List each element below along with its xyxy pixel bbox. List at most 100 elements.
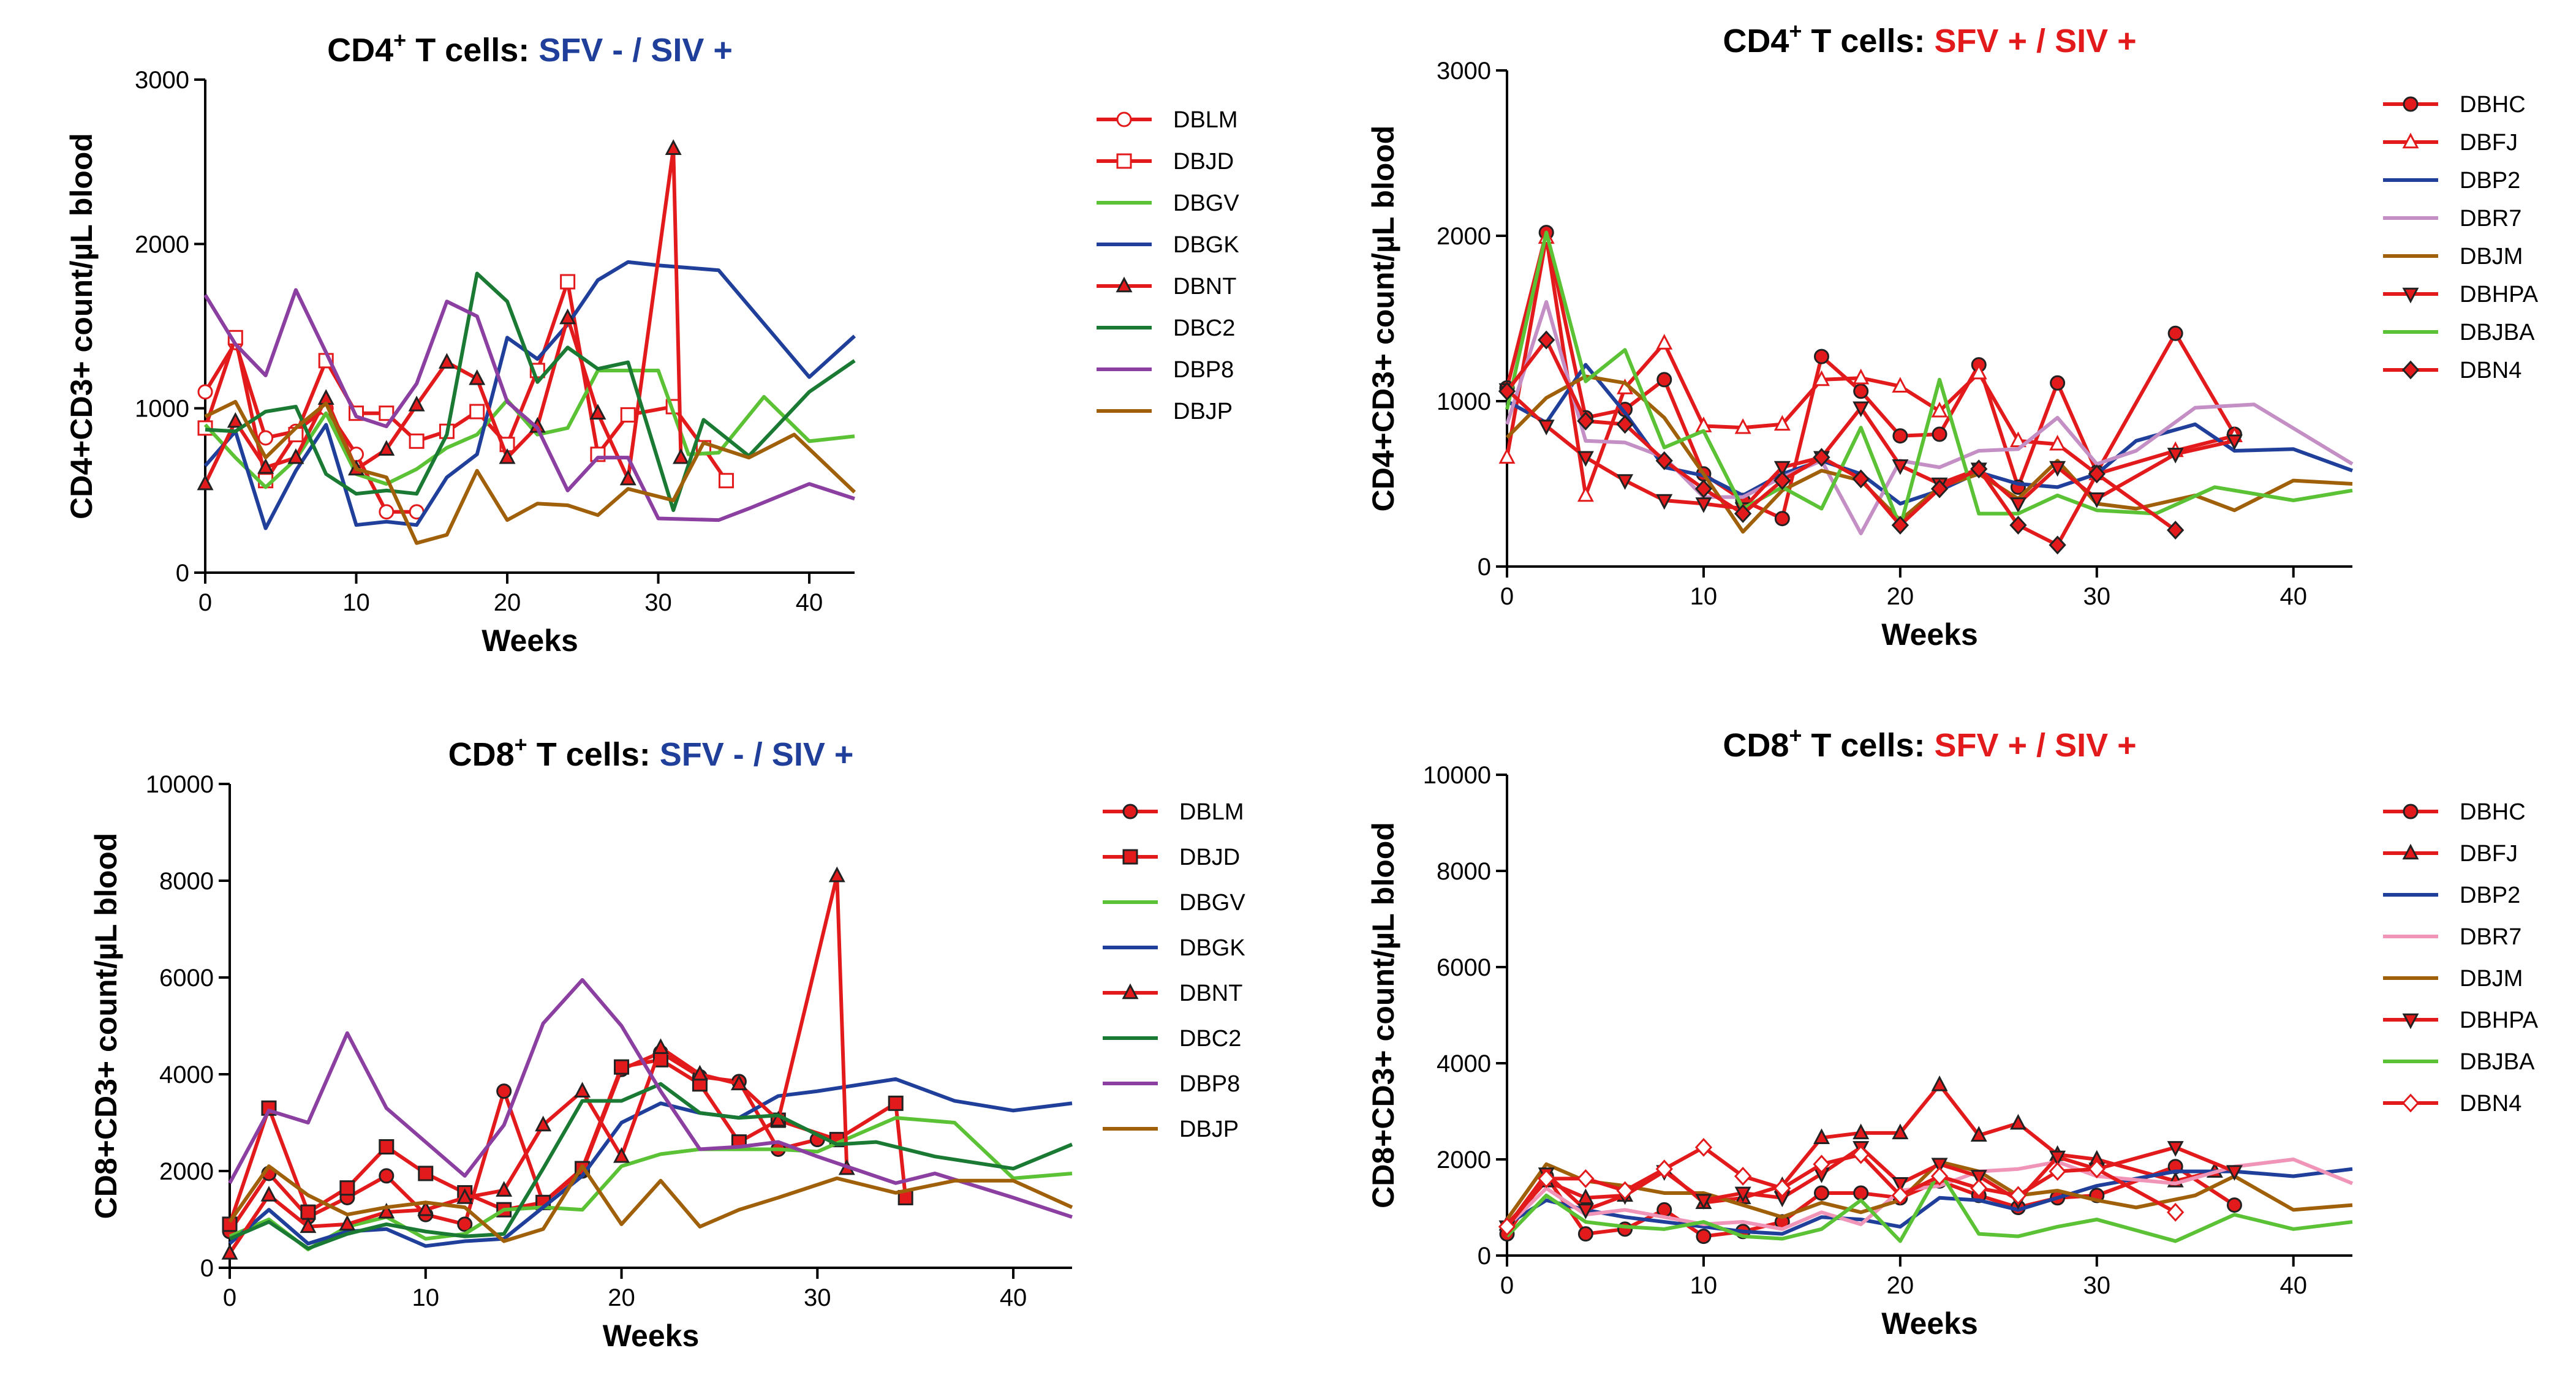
data-point-dbhc bbox=[1774, 511, 1790, 527]
data-point-dbnt bbox=[456, 1188, 474, 1204]
legend-label: DBGK bbox=[1179, 935, 1245, 961]
series-line-dbjp bbox=[228, 1164, 1073, 1243]
title-middle: T cells: bbox=[527, 736, 660, 773]
data-point-dbhpa bbox=[2167, 1141, 2184, 1157]
legend-label: DBJM bbox=[2460, 966, 2523, 992]
y-tick-label: 4000 bbox=[159, 1061, 214, 1088]
legend-item-dbhc: DBHC bbox=[2383, 92, 2526, 118]
legend-label: DBHC bbox=[2460, 799, 2526, 825]
data-point-dbnt bbox=[499, 448, 516, 464]
data-point-dbfj bbox=[1970, 1126, 1987, 1142]
y-axis-label: CD8+CD3+ count/µL blood bbox=[1366, 822, 1400, 1208]
legend-item-dbn4: DBN4 bbox=[2383, 358, 2521, 383]
data-point-dbjd bbox=[620, 407, 636, 423]
chart-title: CD8+ T cells: SFV + / SIV + bbox=[1723, 723, 2136, 764]
data-point-dbjd bbox=[418, 1166, 434, 1181]
legend-item-dbn4: DBN4 bbox=[2383, 1091, 2521, 1117]
y-axis-label: CD8+CD3+ count/µL blood bbox=[89, 833, 123, 1219]
data-point-dbfj bbox=[1892, 377, 1909, 393]
data-point-dbn4 bbox=[1694, 479, 1713, 499]
data-point-dbjd bbox=[469, 404, 485, 420]
data-point-dbnt bbox=[730, 1074, 747, 1091]
legend-label: DBHPA bbox=[2460, 1007, 2539, 1033]
legend-label: DBP2 bbox=[2460, 883, 2520, 908]
data-point-dbhpa bbox=[2226, 434, 2243, 451]
x-tick-label: 20 bbox=[494, 589, 521, 616]
data-point-dblm bbox=[379, 504, 395, 520]
legend-item-dbjd: DBJD bbox=[1097, 149, 1234, 175]
chart-title: CD4+ T cells: SFV - / SIV + bbox=[327, 28, 733, 69]
data-point-dbhc bbox=[1853, 383, 1869, 399]
x-tick-label: 30 bbox=[2083, 583, 2111, 610]
series-dbp2 bbox=[1506, 363, 2354, 506]
legend-label: DBJD bbox=[1173, 149, 1234, 175]
legend-label: DBJM bbox=[2460, 244, 2523, 269]
data-point-dbn4 bbox=[1970, 1178, 1988, 1198]
series-dbjba bbox=[1505, 1169, 2353, 1243]
legend-label: DBJBA bbox=[2460, 320, 2535, 345]
data-point-dbhc bbox=[1577, 1226, 1593, 1242]
legend-marker bbox=[2403, 804, 2419, 819]
x-tick-label: 20 bbox=[1887, 583, 1914, 610]
data-point-dbjd bbox=[379, 1139, 395, 1154]
y-tick-label: 8000 bbox=[1437, 858, 1491, 885]
x-tick-label: 0 bbox=[1500, 583, 1514, 610]
data-point-dbjd bbox=[718, 473, 734, 489]
legend-item-dbhpa: DBHPA bbox=[2383, 282, 2539, 307]
data-point-dbn4 bbox=[1891, 1186, 1909, 1205]
data-point-dbhpa bbox=[1577, 451, 1594, 467]
legend-label: DBR7 bbox=[2460, 924, 2521, 950]
data-point-dbjd bbox=[339, 1180, 355, 1196]
data-point-dbhpa bbox=[1538, 420, 1555, 435]
data-point-dbfj bbox=[1498, 448, 1516, 464]
series-dbn4 bbox=[1498, 330, 2185, 555]
data-point-dbnt bbox=[574, 1082, 591, 1098]
y-tick-label: 2000 bbox=[135, 231, 189, 258]
x-tick-label: 0 bbox=[223, 1284, 236, 1311]
panel-cd8-sfv-pos: CD8+ T cells: SFV + / SIV + 0 2000 4000 6000… bbox=[1366, 723, 2539, 1341]
data-point-dbfj bbox=[2009, 431, 2026, 448]
data-point-dbhpa bbox=[1931, 1158, 1948, 1174]
legend-label: DBLM bbox=[1173, 107, 1238, 133]
data-point-dbhc bbox=[1892, 428, 1908, 444]
data-point-dbn4 bbox=[1498, 382, 1516, 401]
data-point-dbhpa bbox=[1773, 461, 1791, 477]
data-point-dbhc bbox=[1813, 1185, 1829, 1201]
title-group: SFV - / SIV + bbox=[538, 32, 733, 69]
data-point-dbnt bbox=[260, 1186, 278, 1202]
legend-item-dbnt: DBNT bbox=[1103, 981, 1242, 1006]
title-middle: T cells: bbox=[406, 32, 538, 69]
data-point-dbnt bbox=[589, 404, 606, 420]
series-line-dbp8 bbox=[228, 977, 1073, 1219]
legend-marker bbox=[2402, 1013, 2419, 1030]
y-tick-label: 10000 bbox=[1423, 762, 1491, 789]
data-point-dbhc bbox=[2167, 325, 2183, 341]
legend-item-dbhc: DBHC bbox=[2383, 799, 2526, 825]
series-dbfj bbox=[1498, 228, 2243, 502]
legend-item-dbgv: DBGV bbox=[1097, 190, 1239, 216]
data-point-dbnt bbox=[673, 448, 689, 464]
legend-item-dbgk: DBGK bbox=[1097, 232, 1239, 258]
legend-label: DBGV bbox=[1173, 190, 1239, 216]
data-point-dbn4 bbox=[1773, 471, 1791, 491]
y-tick-label: 0 bbox=[1478, 1243, 1491, 1270]
series-dbc2 bbox=[205, 271, 856, 513]
data-point-dbn4 bbox=[2167, 521, 2185, 540]
series-dbgv bbox=[229, 1116, 1073, 1251]
data-point-dbn4 bbox=[1577, 1169, 1595, 1188]
legend-item-dbgk: DBGK bbox=[1103, 935, 1245, 961]
title-cell-type: CD8 bbox=[448, 736, 515, 773]
title-group: SFV + / SIV + bbox=[1935, 727, 2137, 764]
data-point-dbfj bbox=[1773, 415, 1791, 431]
data-point-dbfj bbox=[1931, 1075, 1948, 1091]
legend-marker bbox=[2401, 360, 2420, 380]
x-tick-label: 30 bbox=[804, 1284, 831, 1311]
data-point-dbhpa bbox=[2009, 497, 2026, 513]
legend-label: DBN4 bbox=[2460, 358, 2521, 383]
panel-cd4-sfv-pos: CD4+ T cells: SFV + / SIV + 0 1000 2000 3000… bbox=[1366, 18, 2539, 652]
series-line-dbc2 bbox=[229, 1082, 1073, 1251]
data-point-dbfj bbox=[1734, 418, 1751, 434]
legend-label: DBR7 bbox=[2460, 206, 2521, 232]
chart-title: CD8+ T cells: SFV - / SIV + bbox=[448, 732, 854, 773]
